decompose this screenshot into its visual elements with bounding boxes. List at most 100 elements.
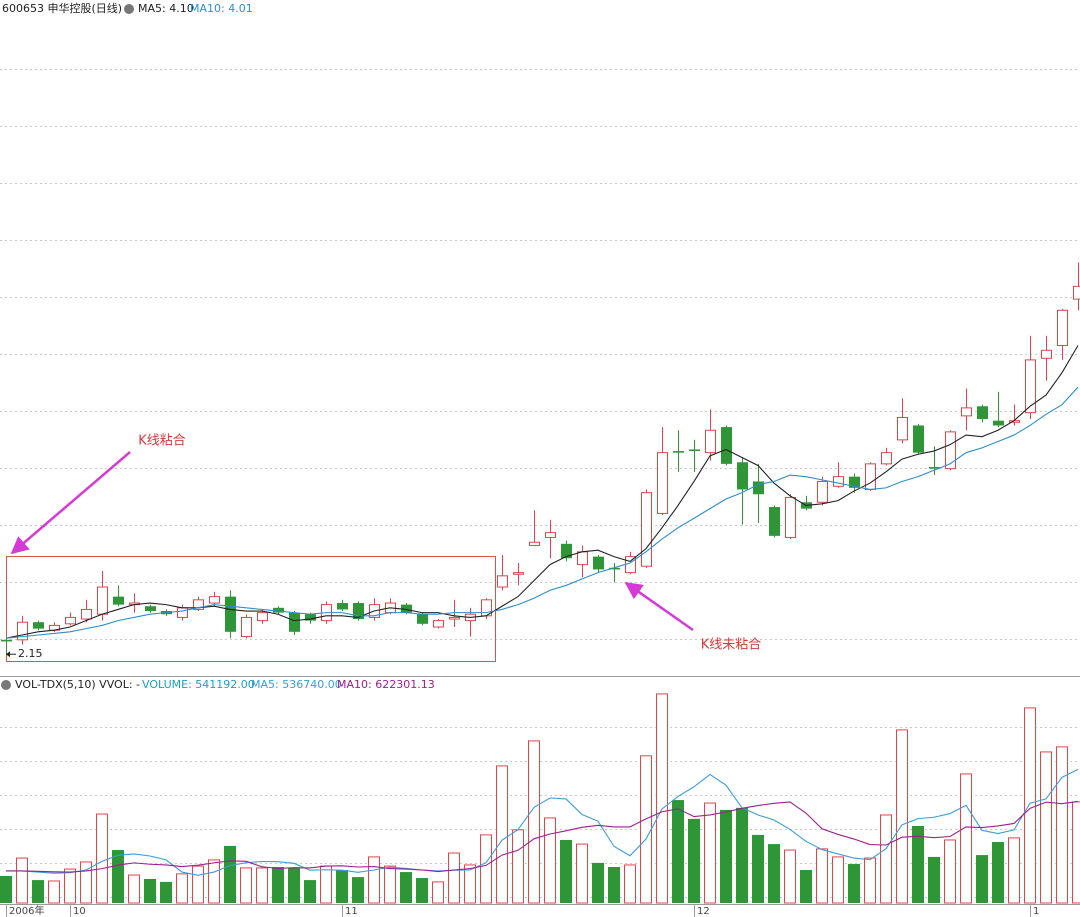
volume-bar xyxy=(816,848,828,904)
candle-body xyxy=(753,481,764,495)
candle-body xyxy=(177,607,188,618)
volume-bar xyxy=(336,869,348,903)
volume-bar xyxy=(80,861,92,904)
volume-bar xyxy=(1024,707,1036,904)
candle-body xyxy=(945,431,956,470)
candle-body xyxy=(721,427,732,464)
candle-body xyxy=(833,476,844,487)
volume-bar xyxy=(912,825,924,903)
candle-body xyxy=(513,572,524,575)
volume-bar xyxy=(800,869,812,903)
candle-body xyxy=(17,621,28,641)
candle-body xyxy=(401,604,412,613)
candle-body xyxy=(273,607,284,613)
candle-body xyxy=(529,541,540,546)
candle-body xyxy=(673,451,684,453)
price-grid-pattern xyxy=(0,18,1080,668)
candle-body xyxy=(657,452,668,514)
ma-line xyxy=(6,768,1079,876)
volume-bar xyxy=(752,834,764,903)
candle-body xyxy=(545,532,556,538)
candle-body xyxy=(241,616,252,638)
volume-bar xyxy=(160,881,172,903)
volume-bar xyxy=(48,880,60,904)
volume-bar xyxy=(832,856,844,904)
candle-body xyxy=(417,614,428,624)
x-tick-label: 2006年 xyxy=(9,904,44,917)
volume-bar xyxy=(464,864,476,904)
volume-bar xyxy=(0,875,12,903)
volume-bar xyxy=(304,880,316,903)
volume-bar xyxy=(192,865,204,904)
annotation-text: K线未粘合 xyxy=(701,638,762,653)
header-icon xyxy=(124,4,134,14)
volume-bar xyxy=(1008,837,1020,904)
volume-bar xyxy=(992,842,1004,903)
candle-body xyxy=(929,467,940,469)
volume-bar xyxy=(656,693,668,904)
legend-vol-ma5: MA5: 536740.00 xyxy=(251,678,342,691)
volume-bar xyxy=(256,867,268,904)
volume-bar xyxy=(560,839,572,903)
candle-body xyxy=(625,556,636,574)
x-tick-label: 1 xyxy=(1033,906,1039,917)
x-tick-label: 12 xyxy=(697,906,710,917)
volume-bar xyxy=(400,872,412,903)
highlight-box xyxy=(6,556,496,662)
candle-body xyxy=(1073,285,1080,300)
candle-body xyxy=(817,480,828,503)
volume-bar xyxy=(1040,751,1052,904)
volume-bar xyxy=(672,800,684,903)
candle-body xyxy=(257,612,268,622)
candle-body xyxy=(641,492,652,567)
header-icon xyxy=(1,680,11,690)
volume-bar xyxy=(960,773,972,904)
volume-bar xyxy=(1072,801,1080,904)
volume-value: VOLUME: 541192.00 xyxy=(142,678,255,691)
volume-bar xyxy=(704,802,716,904)
volume-title: VOL-TDX(5,10) VVOL: - xyxy=(15,678,140,691)
chart-title: 600653 申华控股(日线) xyxy=(2,1,122,15)
volume-bar xyxy=(1056,746,1068,904)
candle-body xyxy=(577,551,588,566)
candle-body xyxy=(353,603,364,620)
volume-bar xyxy=(64,868,76,904)
volume-bar xyxy=(512,829,524,904)
volume-bar xyxy=(528,740,540,904)
volume-bar xyxy=(576,843,588,904)
volume-bar xyxy=(320,865,332,904)
candle-body xyxy=(1057,309,1068,346)
annotation-arrow xyxy=(624,581,694,632)
volume-bar xyxy=(736,807,748,903)
ma-line xyxy=(5,386,1079,639)
volume-bar xyxy=(944,839,956,904)
volume-bar xyxy=(368,856,380,904)
volume-bar xyxy=(240,867,252,904)
volume-bar xyxy=(720,809,732,903)
volume-bar xyxy=(480,834,492,904)
x-tick-label: 11 xyxy=(345,906,358,917)
volume-bar xyxy=(416,878,428,903)
candle-body xyxy=(881,452,892,465)
candle-body xyxy=(1041,349,1052,359)
annotation-text: K线粘合 xyxy=(138,434,186,449)
volume-bar xyxy=(384,865,396,904)
legend-ma10: MA10: 4.01 xyxy=(190,2,253,15)
volume-bar xyxy=(272,867,284,903)
candle-body xyxy=(337,603,348,610)
candle-body xyxy=(193,599,204,610)
ma-line xyxy=(6,800,1079,873)
candle-body xyxy=(609,567,620,570)
candle-body xyxy=(705,429,716,454)
candle-body xyxy=(961,407,972,417)
candle-body xyxy=(993,420,1004,426)
candle-body xyxy=(1025,359,1036,414)
volume-bar xyxy=(352,877,364,903)
volume-bar xyxy=(784,849,796,904)
volume-bar xyxy=(864,857,876,904)
candle-body xyxy=(593,556,604,570)
volume-bar xyxy=(224,845,236,903)
volume-bar xyxy=(112,850,124,903)
candle-body xyxy=(849,476,860,488)
volume-bar xyxy=(688,818,700,903)
